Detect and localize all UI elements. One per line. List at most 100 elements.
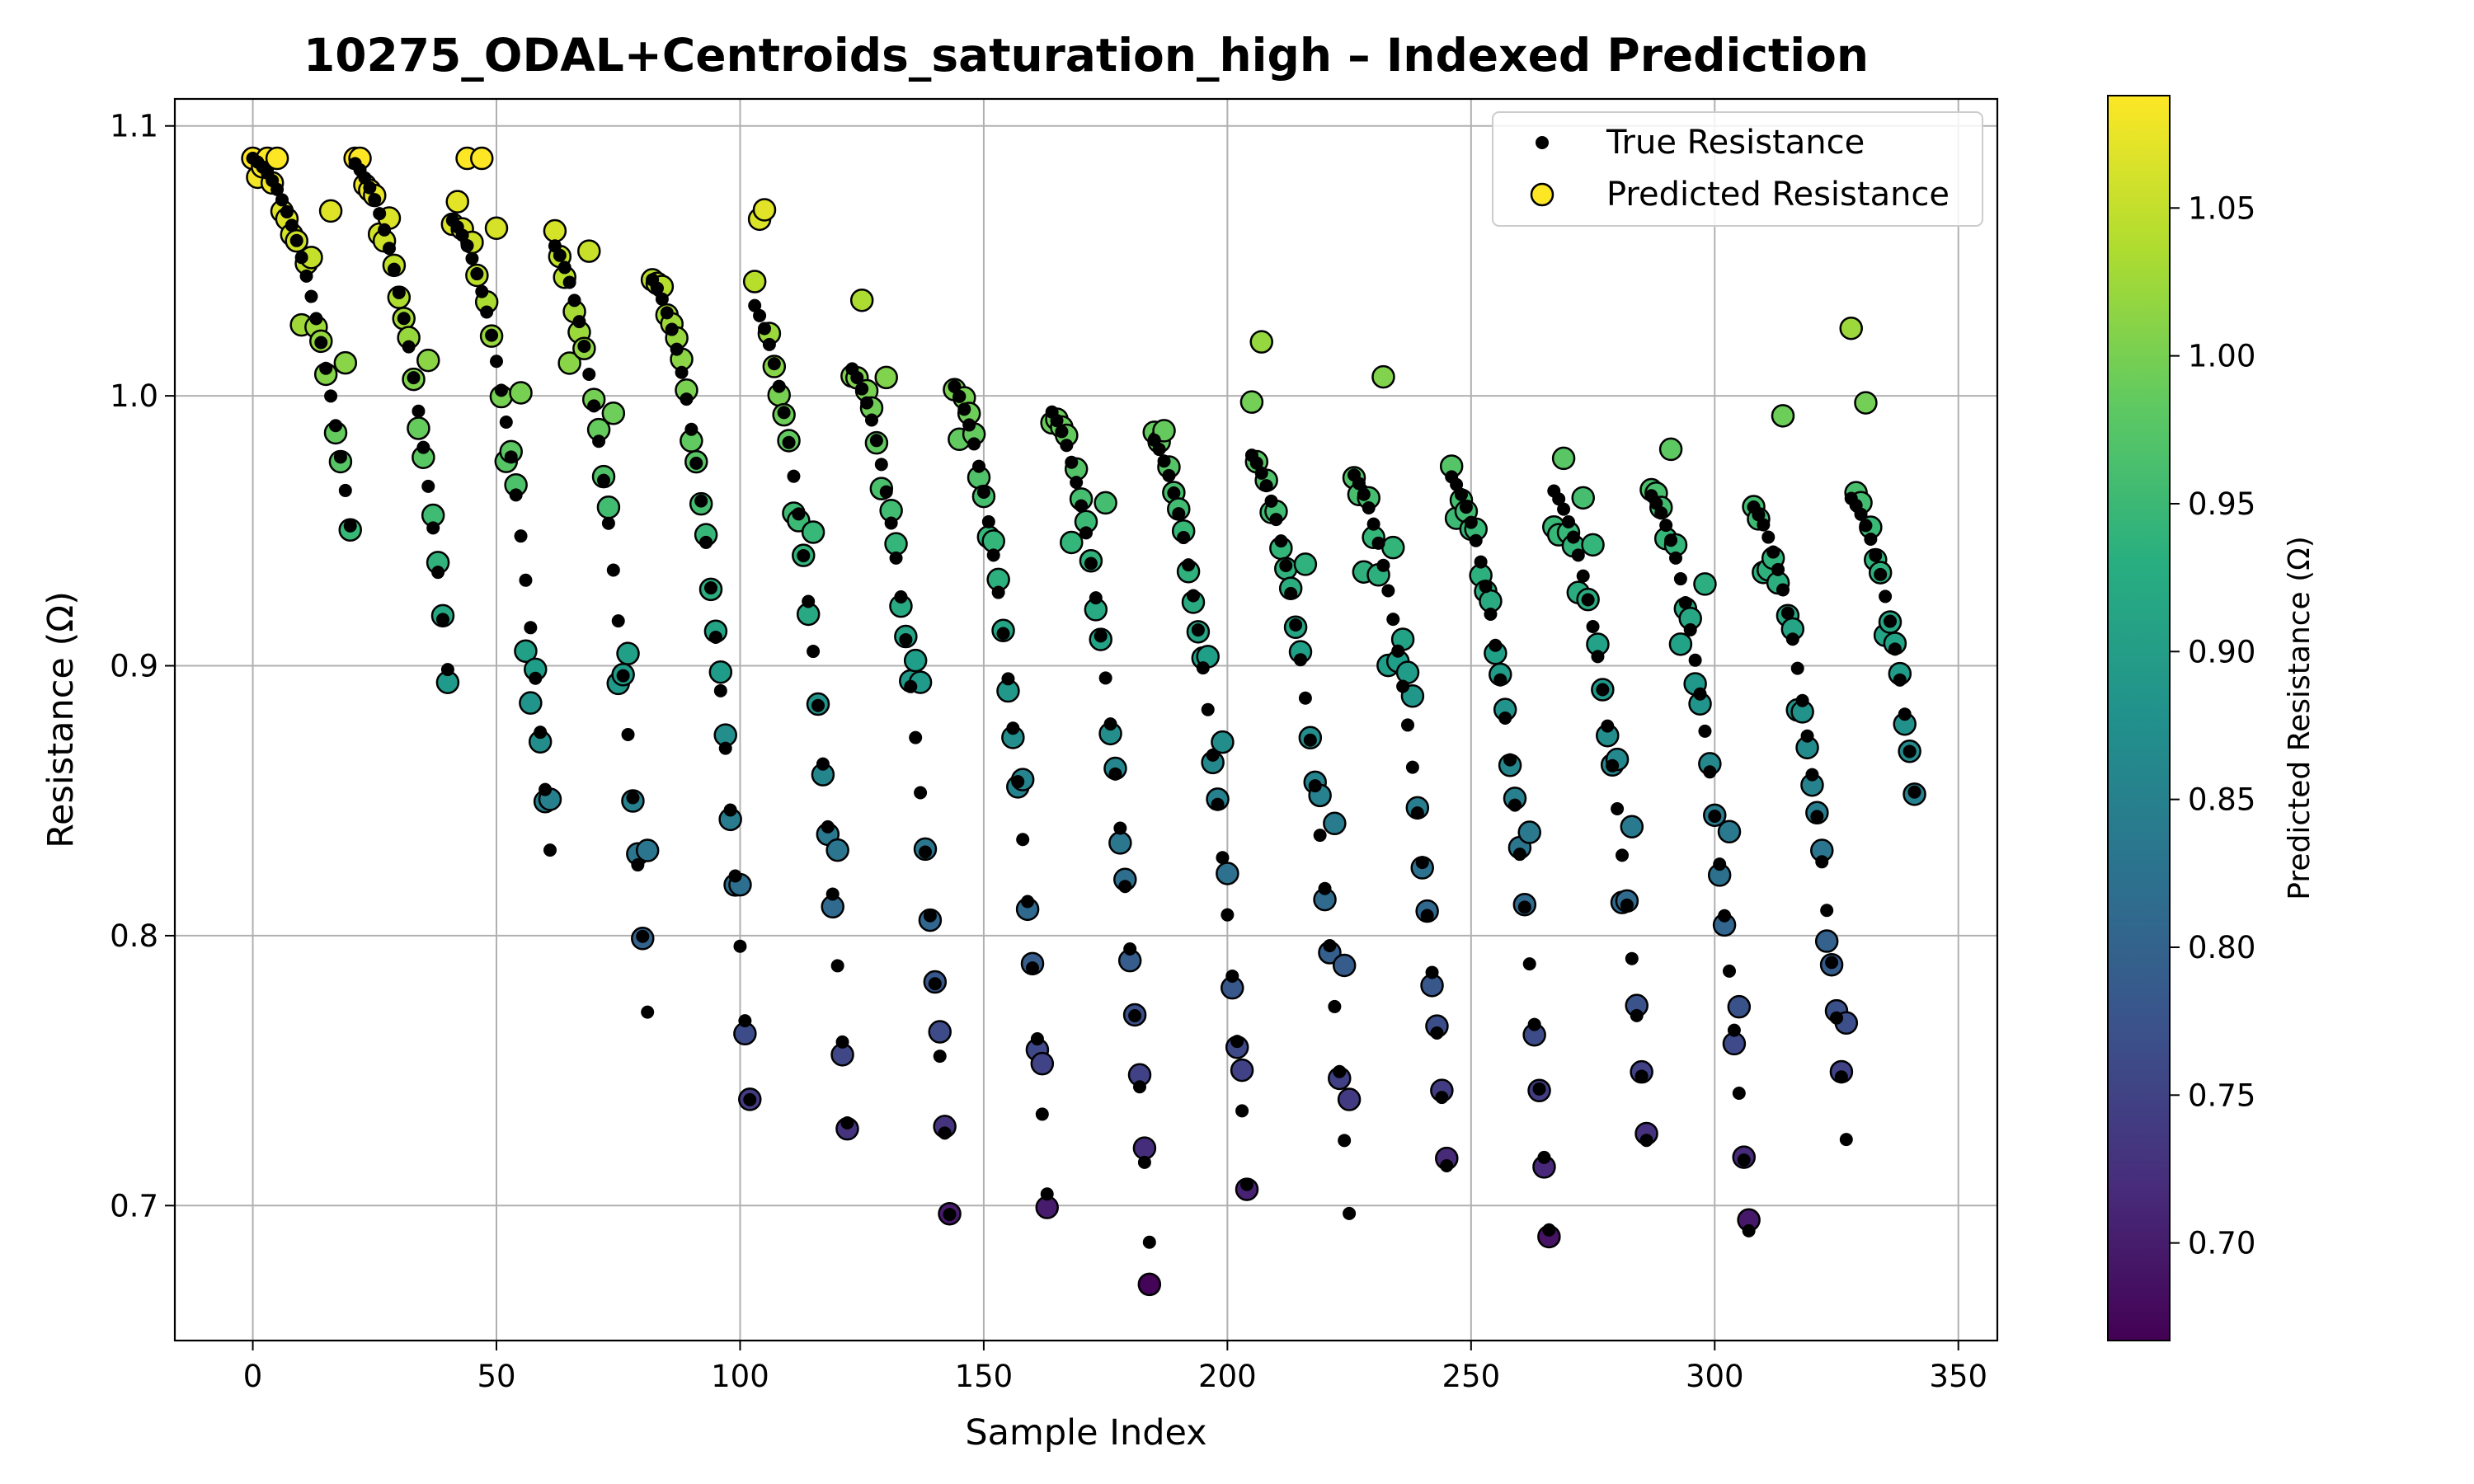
true-point (387, 262, 401, 276)
true-point (592, 434, 606, 448)
true-point (855, 382, 869, 396)
true-point (426, 521, 440, 535)
true-point (1366, 517, 1380, 531)
true-point (938, 1126, 952, 1140)
true-point (1884, 614, 1897, 628)
true-point (821, 819, 835, 834)
true-point (957, 402, 971, 416)
true-point (1021, 895, 1035, 909)
true-point (1103, 717, 1117, 731)
true-point (689, 456, 703, 470)
predicted-point (801, 520, 825, 544)
true-point (1050, 414, 1064, 428)
x-tick-label: 50 (477, 1359, 515, 1394)
true-point (280, 204, 294, 218)
true-point (1313, 829, 1327, 843)
colorbar-label: Predicted Resistance (Ω) (2283, 536, 2316, 899)
true-point (1440, 1158, 1454, 1172)
true-point (1566, 530, 1580, 544)
true-point (1357, 487, 1371, 501)
true-point (514, 529, 528, 543)
colorbar-tick-label: 1.05 (2188, 190, 2255, 226)
true-point (1552, 492, 1566, 506)
true-point (1489, 638, 1503, 652)
true-point (1479, 580, 1493, 594)
predicted-point (1395, 660, 1420, 684)
true-point (363, 181, 377, 195)
true-point (1757, 518, 1771, 532)
true-point (1284, 586, 1298, 600)
predicted-point (903, 648, 928, 673)
true-point (519, 573, 533, 587)
true-point (1606, 758, 1620, 773)
true-point (1294, 653, 1307, 667)
true-point (1785, 632, 1799, 646)
predicted-point (1839, 316, 1863, 340)
true-point (626, 791, 640, 805)
predicted-point (601, 402, 626, 425)
predicted-point (1551, 446, 1576, 471)
true-point (1430, 1026, 1444, 1040)
true-point (1201, 702, 1215, 716)
true-point (708, 630, 722, 644)
true-point (1586, 620, 1600, 634)
true-point (792, 507, 806, 521)
predicted-point (1693, 572, 1717, 596)
true-point (534, 726, 548, 740)
true-point (933, 1050, 947, 1064)
true-point (1298, 691, 1312, 705)
true-point (1338, 1134, 1352, 1148)
true-point (743, 1092, 757, 1106)
true-point (416, 440, 430, 454)
predicted-point (577, 239, 601, 263)
true-point (1279, 559, 1293, 573)
true-point (816, 757, 830, 771)
true-point (1157, 454, 1171, 468)
true-point (1493, 673, 1507, 687)
true-point (884, 516, 898, 530)
true-point (465, 251, 479, 265)
true-point (621, 728, 635, 742)
predicted-point (1132, 1136, 1157, 1160)
true-point (811, 698, 825, 712)
true-point (509, 488, 523, 502)
true-point (655, 292, 669, 306)
true-point (1673, 572, 1687, 586)
true-point (1498, 711, 1512, 725)
true-point (562, 275, 576, 289)
colorbar: 0.70 0.75 0.80 0.85 0.90 0.95 1.00 1.05 Predict… (2107, 95, 2316, 1341)
true-point (914, 786, 928, 800)
true-point (412, 404, 426, 418)
plot-frame (173, 97, 1999, 1342)
true-point (1137, 1155, 1151, 1169)
true-point (1532, 1082, 1546, 1096)
true-point (460, 239, 474, 253)
true-point (543, 843, 557, 857)
true-point (455, 228, 469, 242)
x-axis-label: Sample Index (965, 1412, 1206, 1453)
true-point (324, 389, 338, 403)
true-point (904, 679, 918, 693)
true-point (1172, 507, 1186, 521)
true-point (1776, 583, 1790, 597)
true-point (631, 858, 645, 872)
plot-area (173, 97, 1999, 1342)
predicted-point (318, 199, 343, 223)
true-point (636, 929, 650, 943)
true-point (1016, 833, 1030, 847)
predicted-point (752, 198, 777, 222)
true-point (1542, 1223, 1556, 1237)
predicted-point (928, 1020, 952, 1044)
colorbar-tick-label: 0.80 (2188, 930, 2255, 965)
predicted-point (1854, 391, 1878, 415)
predicted-point (742, 270, 767, 294)
true-point (1693, 687, 1707, 701)
true-point (1874, 567, 1888, 581)
true-point (1742, 1223, 1756, 1237)
predicted-point (1658, 437, 1683, 462)
predicted-point (1668, 632, 1693, 656)
predicted-point (1108, 831, 1132, 855)
true-point (1249, 456, 1263, 470)
true-point (358, 171, 372, 185)
true-point (383, 242, 396, 256)
